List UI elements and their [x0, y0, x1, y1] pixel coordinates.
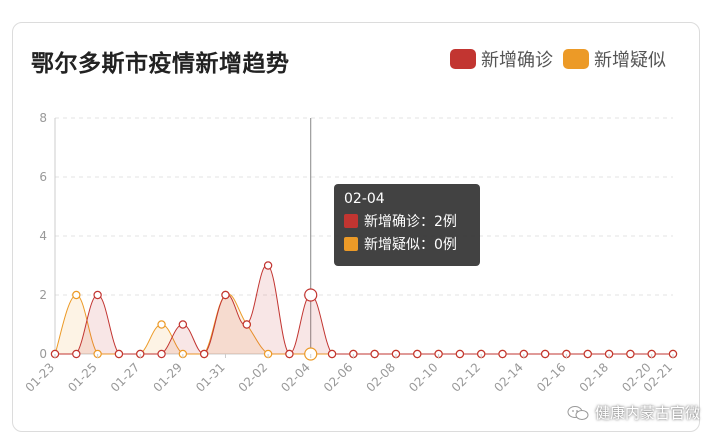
wechat-icon	[567, 405, 589, 420]
y-tick-label: 2	[39, 288, 47, 302]
data-point-confirmed	[242, 320, 251, 329]
tooltip-swatch-suspected	[344, 237, 358, 251]
tooltip-row-suspected: 新增疑似：0例	[344, 234, 470, 254]
chart-tooltip: 02-04 新增确诊：2例 新增疑似：0例	[334, 184, 480, 266]
data-point-confirmed	[72, 349, 81, 359]
y-tick-label: 6	[39, 170, 47, 184]
data-point-confirmed	[263, 261, 273, 270]
legend-label-confirmed: 新增确诊	[481, 50, 553, 71]
x-tick-label: 02-06	[321, 360, 356, 395]
tooltip-title: 02-04	[344, 191, 385, 207]
x-tick-label: 02-16	[534, 360, 569, 395]
legend-swatch-confirmed	[450, 49, 476, 69]
watermark: 健康内蒙古官微	[567, 402, 700, 423]
legend-label-suspected: 新增疑似	[594, 50, 666, 71]
tooltip-label-confirmed: 新增确诊：2例	[364, 214, 457, 230]
x-tick-label: 02-14	[491, 360, 526, 395]
y-tick-label: 0	[39, 347, 47, 361]
data-point-confirmed	[455, 349, 465, 359]
x-tick-label: 01-31	[193, 360, 228, 395]
x-tick-label: 01-25	[65, 360, 100, 395]
tooltip-swatch-confirmed	[344, 214, 358, 228]
data-point-confirmed	[626, 349, 635, 359]
x-tick-label: 02-04	[278, 360, 313, 395]
x-tick-label: 01-23	[23, 360, 58, 395]
data-point-confirmed	[199, 349, 209, 359]
data-point-confirmed	[498, 349, 507, 359]
y-tick-label: 8	[39, 111, 47, 125]
data-point-confirmed	[157, 349, 166, 359]
x-tick-label: 02-02	[236, 360, 271, 395]
chart-legend: 新增确诊 新增疑似	[440, 46, 666, 72]
legend-item-confirmed[interactable]: 新增确诊	[450, 46, 553, 72]
watermark-text: 健康内蒙古官微	[594, 404, 700, 422]
x-tick-label: 02-08	[364, 360, 399, 395]
legend-swatch-suspected	[563, 49, 589, 69]
data-point-confirmed	[93, 290, 102, 300]
data-point-confirmed	[413, 349, 422, 359]
tooltip-row-confirmed: 新增确诊：2例	[344, 211, 470, 231]
y-tick-label: 4	[39, 229, 47, 243]
data-point-confirmed	[304, 288, 318, 302]
x-tick-label: 01-29	[150, 360, 185, 395]
x-tick-label: 02-12	[449, 360, 484, 395]
data-point-confirmed	[540, 349, 550, 359]
series-area-confirmed	[55, 265, 673, 354]
x-tick-label: 02-10	[406, 360, 441, 395]
data-point-confirmed	[285, 349, 294, 359]
legend-item-suspected[interactable]: 新增疑似	[563, 46, 666, 72]
data-point-confirmed	[221, 290, 230, 300]
tooltip-label-suspected: 新增疑似：0例	[364, 237, 457, 253]
data-point-confirmed	[370, 349, 379, 359]
data-point-confirmed	[327, 349, 337, 359]
series-area-suspected	[55, 294, 673, 354]
data-point-suspected	[157, 320, 166, 329]
series-line-confirmed	[54, 264, 673, 355]
x-tick-label: 01-27	[108, 360, 143, 395]
data-point-suspected	[72, 290, 81, 300]
x-tick-label: 02-18	[577, 360, 612, 395]
data-point-confirmed	[178, 320, 188, 329]
data-point-confirmed	[583, 349, 592, 359]
data-point-confirmed	[114, 349, 124, 359]
chart-title: 鄂尔多斯市疫情新增趋势	[31, 51, 290, 77]
